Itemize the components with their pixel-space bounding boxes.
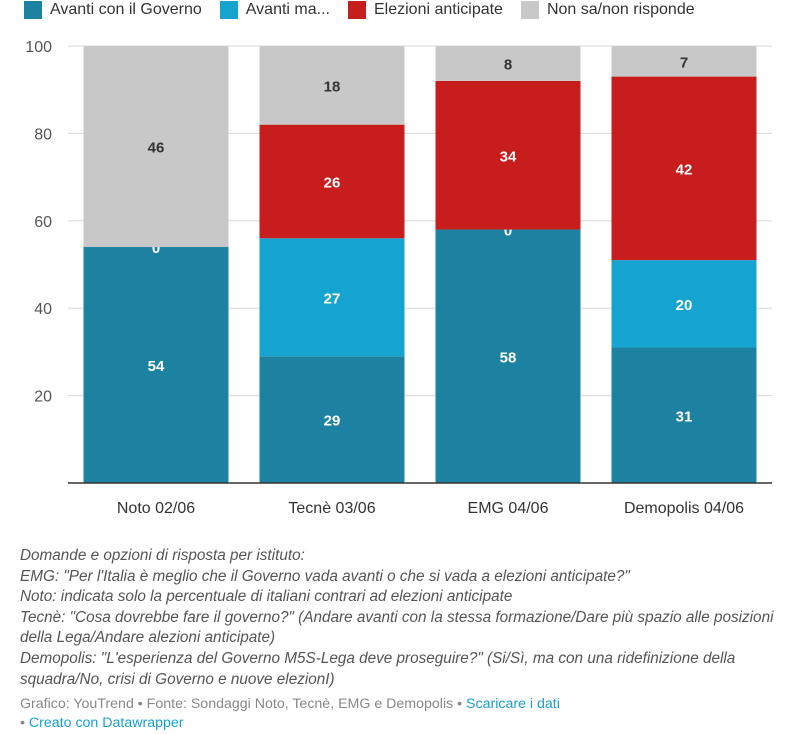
bar-segment — [259, 124, 405, 239]
footer-separator: • — [20, 715, 29, 731]
legend-swatch — [347, 1, 366, 19]
y-tick-label: 40 — [34, 301, 52, 318]
y-tick-label: 60 — [34, 214, 52, 231]
legend-item: Avanti ma... — [219, 1, 330, 19]
data-label: 0 — [152, 240, 160, 257]
bar-segment — [259, 356, 405, 483]
data-label: 58 — [500, 349, 517, 366]
data-label: 8 — [504, 56, 512, 73]
bar-segment — [611, 76, 757, 261]
bar-segment — [259, 238, 405, 357]
legend-label: Non sa/non risponde — [546, 1, 695, 18]
notes-line: Domande e opzioni di risposta per istitu… — [20, 547, 305, 564]
legend-label: Elezioni anticipate — [373, 1, 503, 18]
bar-segment — [611, 46, 757, 77]
x-category-label: Noto 02/06 — [117, 500, 195, 517]
data-label: 54 — [148, 358, 165, 375]
data-label: 42 — [676, 161, 693, 178]
datawrapper-link[interactable]: Creato con Datawrapper — [28, 715, 184, 731]
legend-swatch — [24, 1, 42, 19]
notes-line: EMG: "Per l'Italia è meglio che il Gover… — [20, 567, 630, 585]
notes-line: Demopolis: "L'esperienza del Governo M5S… — [20, 649, 736, 688]
chart-notes: Domande e opzioni di risposta per istitu… — [20, 546, 785, 690]
legend-label: Avanti con il Governo — [50, 1, 202, 18]
legend-swatch — [219, 1, 238, 19]
bar-segment — [611, 260, 757, 348]
notes-line: Noto: indicata solo la percentuale di it… — [20, 588, 513, 606]
data-label: 7 — [680, 54, 688, 71]
x-category-label: Demopolis 04/06 — [624, 500, 744, 517]
data-label: 20 — [676, 297, 693, 314]
legend-swatch — [520, 1, 539, 19]
data-label: 18 — [324, 78, 341, 95]
footer-credit: Grafico: YouTrend • Fonte: Sondaggi Noto… — [20, 696, 467, 712]
y-tick-label: 80 — [34, 126, 52, 143]
bar-segment — [611, 347, 757, 483]
bar-segment — [435, 46, 581, 81]
legend-item: Avanti con il Governo — [24, 1, 202, 19]
download-data-link[interactable]: Scaricare i dati — [466, 696, 560, 712]
data-label: 27 — [324, 290, 341, 307]
bar-segment — [435, 80, 581, 230]
bar-segment — [83, 46, 229, 248]
chart-legend: Avanti con il Governo Avanti ma... Elezion… — [24, 0, 713, 20]
chart-footer: Grafico: YouTrend • Fonte: Sondaggi Noto… — [20, 695, 785, 733]
data-label: 26 — [324, 174, 341, 191]
y-tick-label: 100 — [25, 39, 52, 56]
legend-label: Avanti ma... — [245, 1, 330, 18]
x-category-label: EMG 04/06 — [468, 500, 549, 517]
data-label: 29 — [324, 413, 341, 430]
notes-line: Tecnè: "Cosa dovrebbe fare il governo?" … — [20, 608, 774, 647]
data-label: 46 — [148, 140, 165, 157]
bar-segment — [259, 46, 405, 125]
legend-item: Non sa/non risponde — [520, 1, 695, 19]
bar-segment — [435, 229, 581, 483]
data-label: 0 — [504, 223, 512, 240]
data-label: 34 — [500, 148, 517, 165]
legend-item: Elezioni anticipate — [347, 1, 503, 19]
y-tick-label: 20 — [34, 389, 52, 406]
data-label: 31 — [676, 408, 693, 425]
bar-segment — [83, 247, 229, 483]
x-category-label: Tecnè 03/06 — [288, 500, 375, 517]
